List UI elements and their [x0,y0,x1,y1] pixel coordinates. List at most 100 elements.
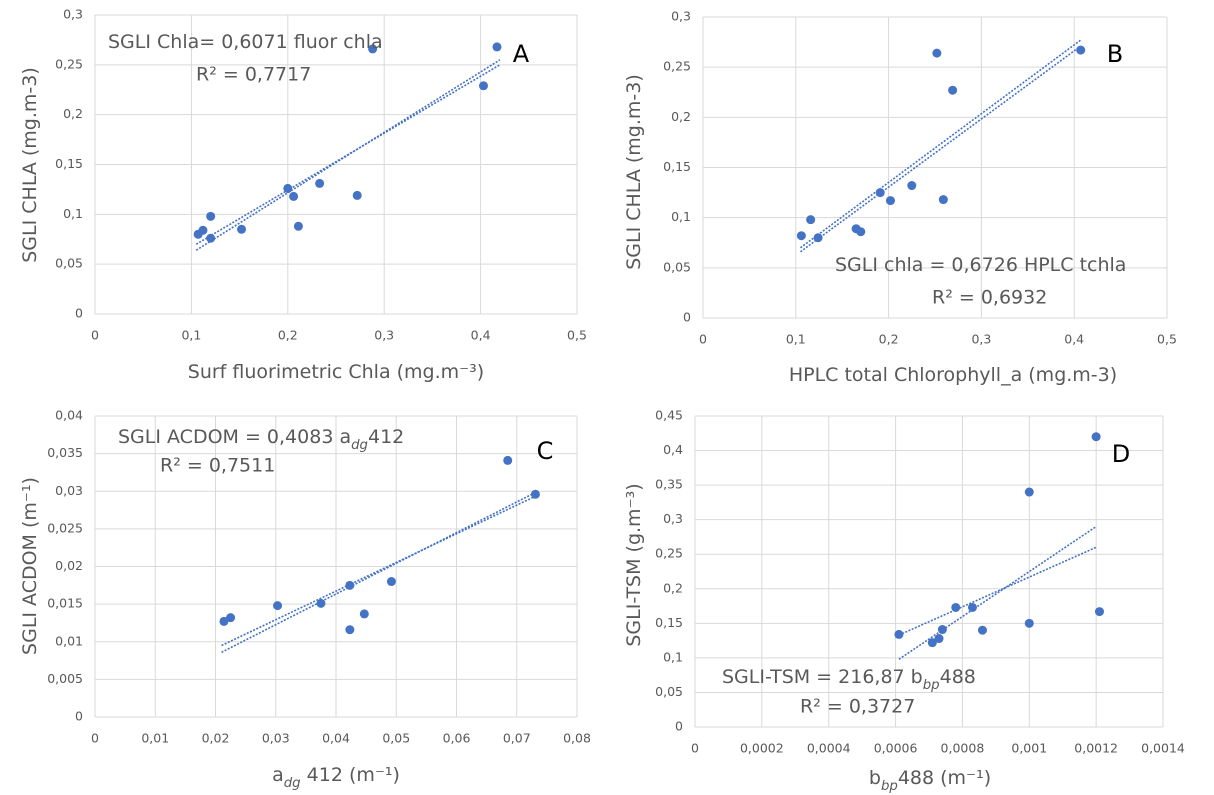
data-point [948,85,958,95]
y-tick-label: 0,1 [63,206,83,221]
trendline [799,39,1082,249]
y-tick-label: 0,035 [47,445,83,460]
panel-letter: B [1107,40,1123,68]
y-tick-label: 0,15 [663,159,691,174]
y-axis-title: SGLI-TSM (g.m⁻³) [623,483,645,646]
data-point [951,602,961,612]
y-tick-label: 0,2 [663,580,683,595]
x-tick-label: 0 [91,731,99,746]
y-tick-label: 0,1 [663,649,683,664]
y-tick-label: 0,25 [55,56,83,71]
y-tick-label: 0,02 [55,558,83,573]
x-tick-label: 0,05 [382,731,410,746]
x-tick-label: 0,0014 [1141,741,1185,756]
y-axis-title-part: SGLI CHLA (mg.m-3) [19,67,41,263]
data-point [492,42,502,52]
x-tick-label: 0,1 [181,328,201,343]
data-point [478,81,488,91]
data-point [885,196,895,206]
x-tick-label: 0,01 [141,731,169,746]
data-point [875,188,885,198]
y-tick-label: 0,01 [55,633,83,648]
panel-letter: A [513,40,530,68]
x-tick-label: 0 [91,328,99,343]
y-tick-label: 0,2 [63,106,83,121]
data-point [894,629,904,639]
y-tick-label: 0,03 [55,483,83,498]
data-point [359,609,369,619]
x-tick-label: 0,5 [1157,332,1177,347]
x-tick-label: 0,0006 [874,741,918,756]
panel-letter: C [537,437,554,465]
data-point [206,211,216,221]
data-point [226,613,236,623]
y-tick-label: 0,4 [663,442,683,457]
y-tick-label: 0,005 [47,671,83,686]
y-tick-label: 0,04 [55,408,83,423]
data-point [934,634,944,644]
y-tick-label: 0,015 [47,596,83,611]
y-tick-label: 0,05 [55,256,83,271]
trend-equation-part: 488 [940,666,976,688]
y-tick-label: 0,05 [663,259,691,274]
x-tick-label: 0,0004 [807,741,851,756]
data-point [237,224,247,234]
data-point [368,44,378,54]
data-point [530,489,540,499]
x-tick-label: 0,4 [1064,332,1084,347]
y-tick-label: 0,3 [663,511,683,526]
trend-equation-part: bp [923,678,940,693]
x-axis-title-part: HPLC total Chlorophyll_a (mg.m-3) [789,364,1117,386]
x-axis-title-part: dg [284,776,301,791]
data-point [198,225,208,235]
trendline [195,64,501,245]
trend-equation-part: SGLI Chla= 0,6071 fluor chla [108,31,383,53]
data-point [1024,618,1034,628]
x-tick-label: 0,1 [786,332,806,347]
y-axis-title-part: SGLI ACDOM (m⁻¹) [19,477,41,655]
x-tick-label: 0,08 [563,731,591,746]
x-axis-title-part: 412 (m⁻¹) [301,764,400,786]
x-axis-title-part: bp [881,779,898,794]
y-tick-label: 0,1 [671,209,691,224]
x-tick-label: 0 [691,741,699,756]
trend-equation-part: SGLI ACDOM = 0,4083 a [118,426,351,448]
y-axis-title: SGLI ACDOM (m⁻¹) [19,477,41,655]
r-squared: R² = 0,6932 [932,287,1047,309]
x-axis-title-part: b [869,767,881,789]
y-tick-label: 0,3 [63,7,83,22]
trendline [898,525,1097,660]
x-tick-label: 0,0002 [740,741,784,756]
data-point [806,215,816,225]
y-axis-title-part: SGLI CHLA (mg.m-3) [623,74,645,270]
x-tick-label: 0,5 [567,328,587,343]
data-point [316,598,326,608]
y-tick-label: 0,45 [655,408,683,423]
y-tick-label: 0,2 [671,109,691,124]
data-point [315,178,325,188]
y-tick-label: 0 [75,709,83,724]
r-squared: R² = 0,7717 [196,64,311,86]
data-point [796,231,806,241]
trend-equation: SGLI ACDOM = 0,4083 adg412 [118,426,404,453]
panel-letter: D [1112,440,1130,468]
x-axis-title-part: Surf fluorimetric Chla (mg.m⁻³) [188,361,484,383]
x-tick-label: 0,0012 [1074,741,1118,756]
r-squared: R² = 0,3727 [800,696,915,718]
trendline [221,495,536,647]
y-tick-label: 0,025 [47,520,83,535]
x-axis-title: Surf fluorimetric Chla (mg.m⁻³) [188,361,484,383]
data-point [345,625,355,635]
x-axis-title-part: a [272,764,284,786]
y-tick-label: 0,05 [655,684,683,699]
data-point [927,638,937,648]
data-point [503,455,513,465]
x-tick-label: 0,3 [971,332,991,347]
x-tick-label: 0,04 [322,731,350,746]
y-tick-label: 0,25 [663,59,691,74]
y-tick-label: 0 [675,719,683,734]
x-tick-label: 0,0008 [941,741,985,756]
data-point [1024,487,1034,497]
trend-equation: SGLI-TSM = 216,87 bbp488 [722,666,976,693]
